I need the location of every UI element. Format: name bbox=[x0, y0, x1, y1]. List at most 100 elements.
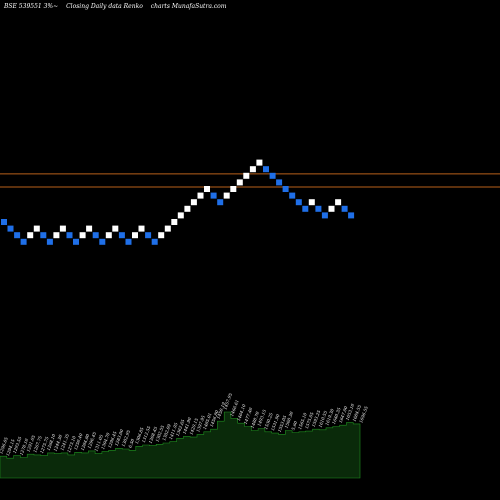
renko-brick-up bbox=[86, 225, 93, 232]
renko-brick-down bbox=[46, 238, 53, 245]
volume-label: 1450.19 bbox=[216, 401, 227, 419]
volume-label: 1610.55 bbox=[317, 410, 328, 428]
renko-brick-down bbox=[289, 192, 296, 199]
volume-label: 1619.30 bbox=[324, 408, 335, 426]
reference-lines bbox=[0, 173, 500, 188]
renko-brick-up bbox=[204, 186, 210, 192]
renko-brick-up bbox=[184, 205, 191, 212]
renko-brick-down bbox=[92, 232, 99, 239]
renko-brick-down bbox=[269, 172, 276, 179]
renko-brick-up bbox=[335, 199, 342, 206]
renko-brick-down bbox=[20, 238, 27, 245]
volume-label: 1457.95 bbox=[222, 392, 233, 410]
volume-label: 1283.00 bbox=[114, 428, 125, 446]
renko-brick-down bbox=[276, 179, 283, 186]
volume-label: 1441.90 bbox=[182, 416, 193, 434]
volume-label: 1291.65 bbox=[25, 434, 36, 452]
volume-label: 1684.55 bbox=[351, 404, 362, 422]
volume-label: 1411.95 bbox=[168, 422, 179, 440]
renko-brick-up bbox=[27, 232, 34, 239]
renko-brick-up bbox=[171, 219, 178, 225]
volume-label: 1293.55 bbox=[12, 436, 23, 454]
volume-label: 1275.75 bbox=[39, 436, 50, 454]
renko-brick-down bbox=[315, 205, 322, 212]
volume-label: 1302.55 bbox=[154, 424, 165, 442]
chart-description: Closing Daily data Renko bbox=[66, 3, 143, 10]
volume-label: 6.50 bbox=[127, 438, 135, 449]
volume-label: 1278.10 bbox=[19, 438, 30, 456]
renko-brick-down bbox=[282, 186, 289, 192]
renko-brick-down bbox=[118, 232, 125, 239]
volume-label: 1653.10 bbox=[345, 403, 356, 421]
volume-label: 1362.65 bbox=[175, 418, 186, 436]
renko-brick-down bbox=[210, 192, 217, 199]
renko-brick-up bbox=[105, 232, 112, 239]
volume-label: 1296.45 bbox=[107, 430, 118, 448]
renko-brick-down bbox=[73, 238, 79, 245]
volume-labels: 1296.051294.151293.551278.101291.651267.… bbox=[0, 392, 369, 456]
volume-label: 1640.35 bbox=[331, 407, 342, 425]
volume-label: 1241.35 bbox=[59, 433, 70, 451]
volume-label: 1553.05 bbox=[277, 414, 288, 432]
volume-label: 1575.05 bbox=[304, 411, 315, 429]
volume-label: 1565.10 bbox=[297, 412, 308, 430]
volume-label: 1593.25 bbox=[311, 409, 322, 427]
volume-label: 1302.09 bbox=[161, 423, 172, 441]
volume-area bbox=[0, 411, 361, 479]
volume-label: 1294.15 bbox=[5, 438, 16, 456]
volume-label: 1304.70 bbox=[100, 432, 111, 450]
volume-label: 1485.01 bbox=[202, 412, 213, 430]
volume-label: 1560.30 bbox=[284, 411, 295, 429]
renko-brick-up bbox=[59, 225, 66, 232]
volume-label: 1456.80 bbox=[209, 409, 220, 427]
renko-brick-down bbox=[40, 232, 47, 239]
renko-brick-down bbox=[302, 205, 309, 212]
volume-label: 1296.45 bbox=[87, 431, 98, 449]
source-label: charts MunafaSutra.com bbox=[150, 3, 227, 10]
volume-label: 5.60 bbox=[290, 420, 298, 431]
volume-label: 1647.00 bbox=[338, 405, 349, 423]
volume-label: 1397.95 bbox=[195, 414, 206, 432]
renko-brick-down bbox=[341, 205, 348, 212]
volume-label: 1273.10 bbox=[66, 435, 77, 453]
volume-label: 1531.90 bbox=[270, 413, 281, 431]
volume-label: 1267.75 bbox=[32, 435, 43, 453]
volume-label: 1296.05 bbox=[0, 436, 9, 454]
renko-brick-up bbox=[256, 159, 263, 166]
renko-brick-down bbox=[217, 199, 224, 206]
renko-brick-up bbox=[158, 232, 165, 239]
volume-label: 1429.15 bbox=[188, 417, 199, 435]
volume-label: 1250.40 bbox=[73, 432, 84, 450]
renko-brick-down bbox=[348, 212, 355, 219]
renko-brick-down bbox=[14, 232, 21, 239]
volume-area-path bbox=[0, 411, 361, 479]
volume-label: 1244.30 bbox=[53, 434, 64, 452]
volume-label: 1311.05 bbox=[93, 434, 104, 452]
volume-label: 1488.70 bbox=[250, 411, 261, 429]
renko-brick-down bbox=[125, 238, 132, 245]
volume-label: 1302.95 bbox=[121, 429, 132, 447]
chart-header: BSE 539551 3%~ Closing Daily data Renko … bbox=[4, 3, 232, 10]
renko-brick-up bbox=[132, 232, 138, 239]
renko-brick-up bbox=[164, 225, 171, 232]
volume-label: 1308.45 bbox=[148, 426, 159, 444]
renko-brick-up bbox=[243, 172, 250, 179]
renko-brick-down bbox=[263, 166, 269, 173]
renko-brick-up bbox=[328, 205, 335, 212]
volume-label: 1306.85 bbox=[134, 426, 145, 444]
volume-label: 1530.25 bbox=[263, 412, 274, 430]
renko-brick-up bbox=[79, 232, 86, 239]
renko-bricks bbox=[1, 159, 355, 245]
volume-label: 1284.80 bbox=[80, 433, 91, 451]
renko-brick-up bbox=[308, 199, 315, 206]
symbol-label: BSE 539551 3%~ bbox=[4, 3, 59, 10]
renko-brick-up bbox=[112, 225, 119, 232]
renko-brick-down bbox=[295, 199, 302, 206]
volume-label: 1268.10 bbox=[46, 433, 57, 451]
renko-brick-down bbox=[151, 238, 158, 245]
renko-brick-up bbox=[223, 192, 230, 199]
volume-label: 1477.40 bbox=[243, 407, 254, 425]
volume-label: 1466.61 bbox=[229, 399, 240, 417]
volume-label: 1696.55 bbox=[358, 405, 369, 423]
